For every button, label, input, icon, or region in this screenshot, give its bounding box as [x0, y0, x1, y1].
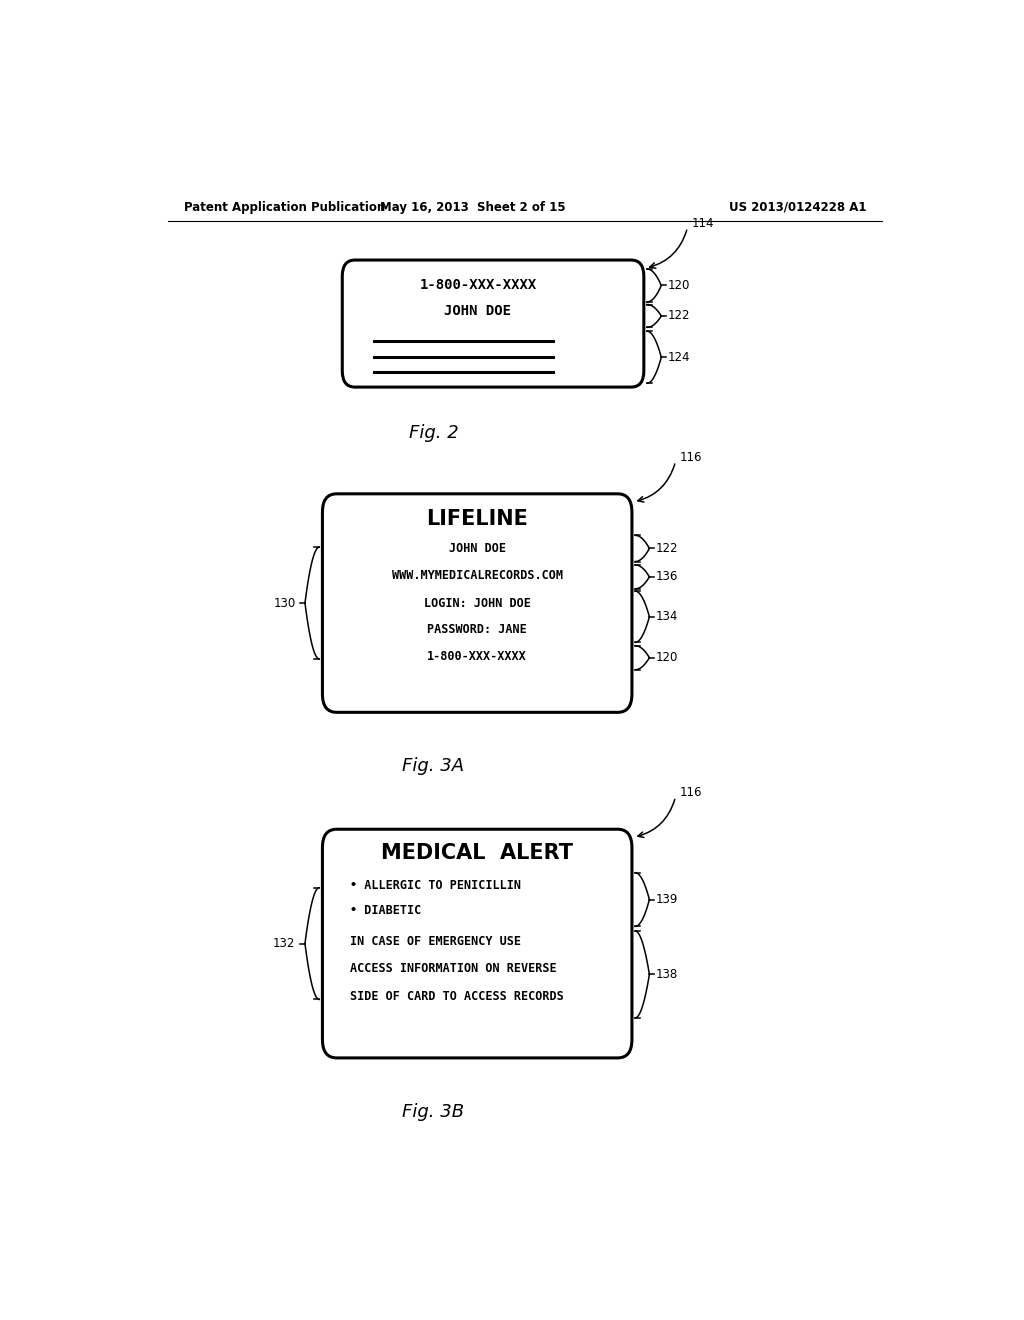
Text: 134: 134: [655, 610, 678, 623]
Text: 1-800-XXX-XXXX: 1-800-XXX-XXXX: [427, 651, 527, 663]
Text: PASSWORD: JANE: PASSWORD: JANE: [427, 623, 527, 636]
Text: MEDICAL  ALERT: MEDICAL ALERT: [381, 843, 573, 863]
Text: 1-800-XXX-XXXX: 1-800-XXX-XXXX: [420, 279, 537, 293]
Text: 124: 124: [668, 351, 690, 364]
Text: 122: 122: [655, 543, 678, 554]
Text: IN CASE OF EMERGENCY USE: IN CASE OF EMERGENCY USE: [350, 935, 521, 948]
Text: 116: 116: [680, 787, 702, 799]
Text: ACCESS INFORMATION ON REVERSE: ACCESS INFORMATION ON REVERSE: [350, 962, 557, 975]
Text: JOHN DOE: JOHN DOE: [444, 304, 511, 318]
Text: LIFELINE: LIFELINE: [426, 510, 528, 529]
FancyBboxPatch shape: [323, 494, 632, 713]
Text: 120: 120: [655, 651, 678, 664]
Text: May 16, 2013  Sheet 2 of 15: May 16, 2013 Sheet 2 of 15: [380, 201, 566, 214]
Text: 130: 130: [273, 597, 296, 610]
Text: • ALLERGIC TO PENICILLIN: • ALLERGIC TO PENICILLIN: [350, 879, 521, 892]
Text: 114: 114: [691, 216, 714, 230]
Text: 136: 136: [655, 570, 678, 583]
Text: 138: 138: [655, 968, 678, 981]
Text: US 2013/0124228 A1: US 2013/0124228 A1: [728, 201, 866, 214]
Text: • DIABETIC: • DIABETIC: [350, 904, 422, 917]
Text: WWW.MYMEDICALRECORDS.COM: WWW.MYMEDICALRECORDS.COM: [392, 569, 562, 582]
Text: JOHN DOE: JOHN DOE: [449, 543, 506, 554]
FancyBboxPatch shape: [323, 829, 632, 1057]
Text: Patent Application Publication: Patent Application Publication: [183, 201, 385, 214]
Text: Fig. 3A: Fig. 3A: [402, 758, 465, 775]
Text: 132: 132: [273, 937, 296, 950]
Text: 120: 120: [668, 279, 690, 292]
Text: Fig. 2: Fig. 2: [409, 424, 459, 442]
FancyBboxPatch shape: [342, 260, 644, 387]
Text: 116: 116: [680, 450, 702, 463]
Text: 139: 139: [655, 894, 678, 906]
Text: Fig. 3B: Fig. 3B: [402, 1102, 465, 1121]
Text: SIDE OF CARD TO ACCESS RECORDS: SIDE OF CARD TO ACCESS RECORDS: [350, 990, 564, 1003]
Text: 122: 122: [668, 309, 690, 322]
Text: LOGIN: JOHN DOE: LOGIN: JOHN DOE: [424, 597, 530, 610]
